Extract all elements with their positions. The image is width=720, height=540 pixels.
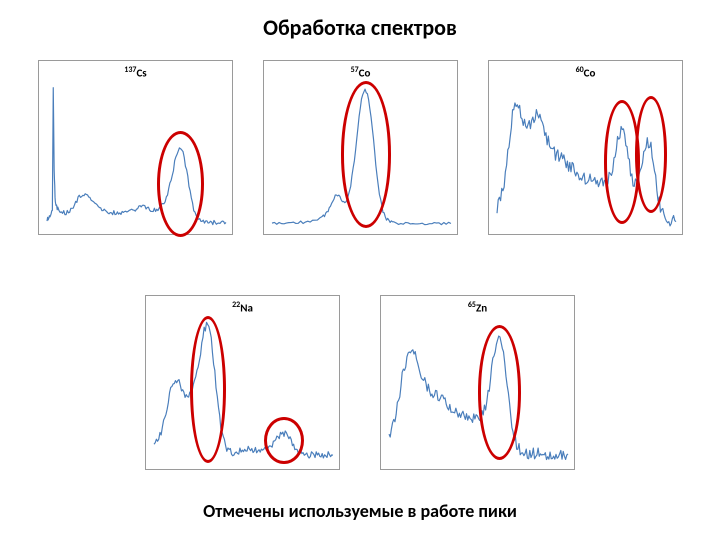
spectrum-plot <box>39 61 232 234</box>
slide-caption: Отмечены используемые в работе пики <box>0 500 720 522</box>
peak-marker <box>635 96 668 214</box>
spectrum-panel-zn65: 65Zn <box>380 295 575 470</box>
spectrum-panel-co60: 60Co <box>488 60 683 235</box>
spectrum-plot <box>146 296 339 469</box>
slide-title: Обработка спектров <box>0 14 720 41</box>
spectrum-panel-cs137: 137Cs <box>38 60 233 235</box>
spectrum-panel-co57: 57Co <box>263 60 458 235</box>
peak-marker <box>478 325 521 460</box>
spectrum-line <box>154 322 333 458</box>
peak-marker <box>341 81 392 228</box>
spectrum-panel-na22: 22Na <box>145 295 340 470</box>
